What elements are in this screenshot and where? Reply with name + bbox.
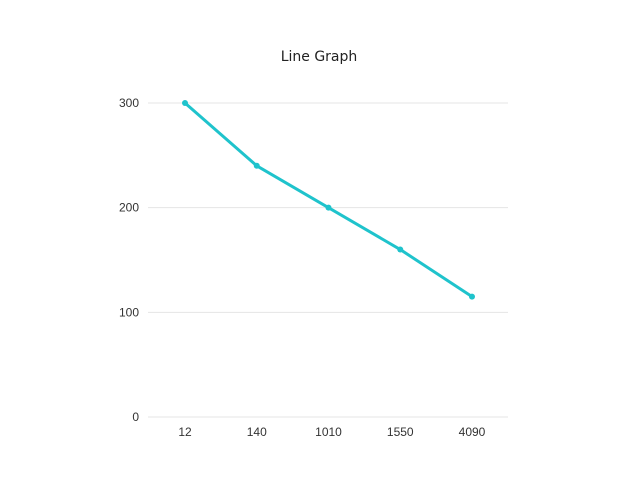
data-point — [253, 162, 260, 169]
x-tick-label: 140 — [247, 425, 267, 439]
gridlines — [148, 102, 508, 418]
series-layer — [182, 100, 475, 300]
x-axis-ticks: 12 140 1010 1550 4090 — [178, 425, 485, 439]
chart-title: Line Graph — [281, 49, 358, 65]
data-point — [182, 100, 188, 106]
data-point — [469, 293, 475, 300]
x-tick-label: 12 — [178, 425, 192, 439]
data-point — [325, 204, 332, 211]
y-tick-label: 200 — [119, 201, 139, 215]
x-tick-label: 1550 — [387, 425, 414, 439]
y-tick-label: 100 — [119, 305, 139, 319]
x-tick-label: 1010 — [315, 425, 342, 439]
y-axis-ticks: 0 100 200 300 — [119, 96, 139, 424]
y-tick-label: 0 — [132, 410, 139, 424]
data-point — [397, 246, 404, 253]
y-tick-label: 300 — [119, 96, 139, 110]
series-line — [183, 101, 474, 299]
x-tick-label: 4090 — [459, 425, 486, 439]
